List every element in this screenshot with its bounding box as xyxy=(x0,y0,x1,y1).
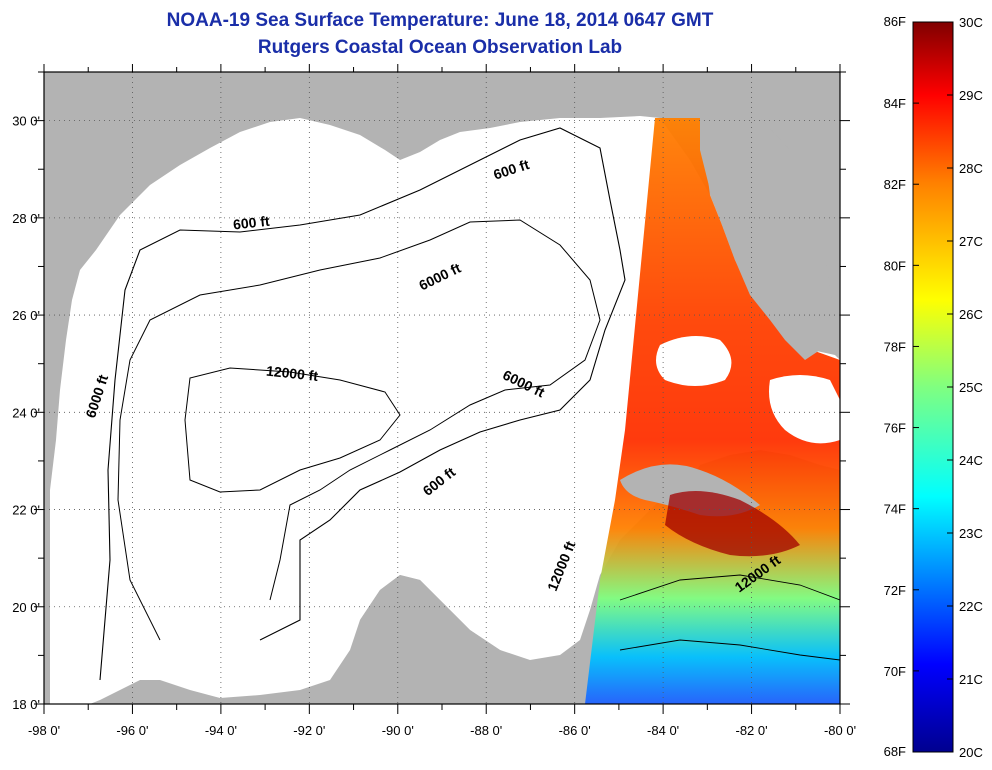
y-tick-label: 18 0' xyxy=(12,697,40,712)
cloud-patch xyxy=(769,375,840,444)
y-tick-label: 22 0' xyxy=(12,503,40,518)
colorbar-label-f: 86F xyxy=(884,14,906,29)
colorbar-fahrenheit-labels: 86F 84F 82F 80F 78F 76F 74F 72F 70F 68F xyxy=(884,14,919,759)
y-tick-label: 20 0' xyxy=(12,600,40,615)
colorbar-label-c: 23C xyxy=(959,526,983,541)
sst-swath xyxy=(585,118,840,704)
temperature-colorbar xyxy=(912,21,954,753)
colorbar-label-c: 20C xyxy=(959,745,983,760)
x-tick-label: -94 0' xyxy=(205,723,237,738)
x-tick-label: -82 0' xyxy=(735,723,767,738)
colorbar-label-f: 70F xyxy=(884,664,906,679)
map-subtitle: Rutgers Coastal Ocean Observation Lab xyxy=(257,37,623,58)
colorbar-label-c: 30C xyxy=(959,15,983,30)
colorbar-label-f: 74F xyxy=(884,502,906,517)
x-tick-label: -98 0' xyxy=(28,723,60,738)
colorbar-label-f: 72F xyxy=(884,583,906,598)
y-tick-label: 26 0' xyxy=(12,308,40,323)
colorbar-label-f: 80F xyxy=(884,258,906,273)
map-title: NOAA-19 Sea Surface Temperature: June 18… xyxy=(166,10,714,31)
x-tick-label: -88 0' xyxy=(470,723,502,738)
colorbar-label-c: 25C xyxy=(959,380,983,395)
longitude-axis: -98 0' -96 0' -94 0' -92 0' -90 0' -88 0' -86 … xyxy=(28,64,856,738)
y-tick-label: 30 0' xyxy=(12,114,40,129)
x-tick-label: -96 0' xyxy=(116,723,148,738)
colorbar-label-c: 28C xyxy=(959,161,983,176)
colorbar-label-c: 26C xyxy=(959,307,983,322)
contour-label: 12000 ft xyxy=(265,363,319,384)
y-tick-label: 28 0' xyxy=(12,211,40,226)
colorbar-label-c: 22C xyxy=(959,599,983,614)
contour-12000ft xyxy=(184,367,401,493)
latitude-axis: 30 0' 28 0' 26 0' 24 0' 22 0' 20 0' 18 0' xyxy=(12,71,850,712)
contour-label: 600 ft xyxy=(232,213,270,233)
cloud-patch xyxy=(656,336,732,386)
x-tick-label: -86 0' xyxy=(559,723,591,738)
florida-land-overlay xyxy=(700,118,832,360)
y-tick-label: 24 0' xyxy=(12,405,40,420)
x-tick-label: -90 0' xyxy=(382,723,414,738)
lat-lon-grid xyxy=(44,72,840,704)
contour-6000ft xyxy=(117,219,601,641)
contour-600ft xyxy=(99,127,626,681)
x-tick-label: -84 0' xyxy=(647,723,679,738)
colorbar-celsius-labels: 30C 29C 28C 27C 26C 25C 24C 23C 22C 21C 20C xyxy=(947,15,983,760)
colorbar-label-c: 24C xyxy=(959,453,983,468)
colorbar-label-c: 27C xyxy=(959,234,983,249)
colorbar-label-f: 76F xyxy=(884,421,906,436)
colorbar-label-f: 82F xyxy=(884,177,906,192)
sst-warm-core xyxy=(665,491,800,557)
colorbar-label-f: 78F xyxy=(884,339,906,354)
x-tick-label: -92 0' xyxy=(293,723,325,738)
colorbar-label-c: 21C xyxy=(959,672,983,687)
colorbar-label-f: 84F xyxy=(884,96,906,111)
colorbar-label-f: 68F xyxy=(884,744,906,759)
colorbar-label-c: 29C xyxy=(959,88,983,103)
x-tick-label: -80 0' xyxy=(824,723,856,738)
contour-12000ft-east xyxy=(619,574,840,661)
yucatan-land xyxy=(360,575,545,704)
